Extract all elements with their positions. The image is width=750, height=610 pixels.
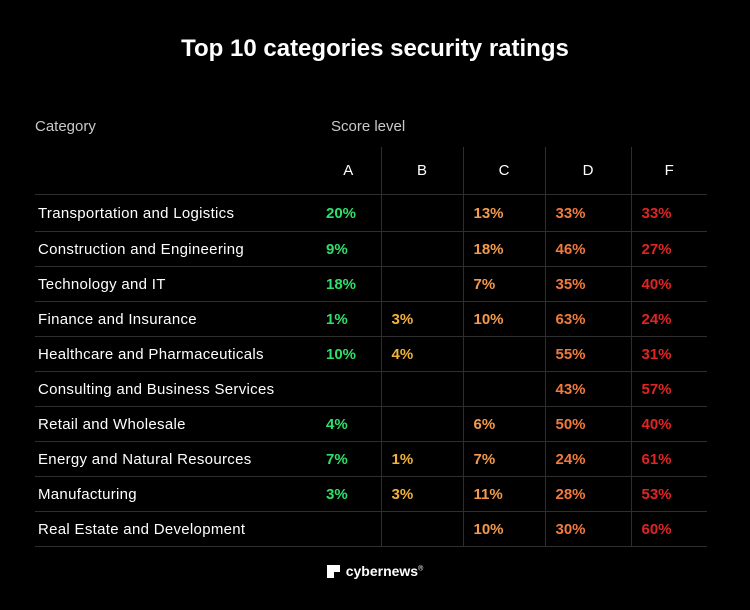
- brand-name: cybernews®: [345, 563, 424, 579]
- category-header: Category: [35, 118, 96, 135]
- value-cell-d: 33%: [544, 194, 631, 232]
- value-cell-c: 7%: [462, 441, 545, 477]
- table-row: Energy and Natural Resources 7% 1% 7% 24% 61%: [35, 441, 707, 477]
- table-row: Retail and Wholesale 4% 6% 50% 40%: [35, 406, 707, 442]
- category-cell: Manufacturing: [35, 476, 316, 512]
- category-cell: Energy and Natural Resources: [35, 441, 316, 477]
- cybernews-logo: cybernews®: [0, 563, 750, 579]
- value-cell-a: 3%: [316, 476, 381, 512]
- value-cell-a: 7%: [316, 441, 381, 477]
- ratings-table: A B C D F Transportation and Logistics 20…: [35, 147, 707, 547]
- table-row: Transportation and Logistics 20% 13% 33% 33%: [35, 194, 707, 232]
- value-cell-c: 10%: [462, 511, 545, 547]
- chart-title: Top 10 categories security ratings: [181, 35, 569, 62]
- table-row: Finance and Insurance 1% 3% 10% 63% 24%: [35, 301, 707, 337]
- value-cell-f: 31%: [630, 336, 707, 372]
- category-cell: Technology and IT: [35, 266, 316, 302]
- table-row: Real Estate and Development 10% 30% 60%: [35, 511, 707, 547]
- category-cell: Retail and Wholesale: [35, 406, 316, 442]
- value-cell-c: 18%: [462, 231, 545, 267]
- table-row: Construction and Engineering 9% 18% 46% 27%: [35, 231, 707, 267]
- value-cell-b: 1%: [380, 441, 463, 477]
- value-cell-a: 20%: [316, 194, 381, 232]
- category-cell: Construction and Engineering: [35, 231, 316, 267]
- value-cell-d: 24%: [544, 441, 631, 477]
- value-cell-a: 10%: [316, 336, 381, 372]
- value-cell-b: [380, 371, 463, 407]
- category-cell: Transportation and Logistics: [35, 194, 316, 232]
- value-cell-d: 50%: [544, 406, 631, 442]
- value-cell-f: 33%: [630, 194, 707, 232]
- table-row: Technology and IT 18% 7% 35% 40%: [35, 266, 707, 302]
- value-cell-c: 6%: [462, 406, 545, 442]
- table-row: Consulting and Business Services 43% 57%: [35, 371, 707, 407]
- value-cell-c: 13%: [462, 194, 545, 232]
- column-header-c: C: [462, 147, 545, 195]
- value-cell-b: 3%: [380, 476, 463, 512]
- column-header-d: D: [544, 147, 631, 195]
- value-cell-d: 35%: [544, 266, 631, 302]
- value-cell-c: 11%: [462, 476, 545, 512]
- value-cell-b: 4%: [380, 336, 463, 372]
- value-cell-a: [316, 371, 381, 407]
- value-cell-f: 57%: [630, 371, 707, 407]
- category-cell: Finance and Insurance: [35, 301, 316, 337]
- value-cell-f: 24%: [630, 301, 707, 337]
- category-cell: Consulting and Business Services: [35, 371, 316, 407]
- value-cell-d: 46%: [544, 231, 631, 267]
- value-cell-d: 30%: [544, 511, 631, 547]
- value-cell-c: [462, 336, 545, 372]
- value-cell-f: 27%: [630, 231, 707, 267]
- value-cell-b: [380, 266, 463, 302]
- table-row: Manufacturing 3% 3% 11% 28% 53%: [35, 476, 707, 512]
- value-cell-d: 43%: [544, 371, 631, 407]
- value-cell-b: [380, 406, 463, 442]
- column-header-f: F: [630, 147, 707, 195]
- value-cell-d: 28%: [544, 476, 631, 512]
- value-cell-f: 40%: [630, 266, 707, 302]
- value-cell-f: 53%: [630, 476, 707, 512]
- column-header-b: B: [380, 147, 463, 195]
- column-header-row: A B C D F: [35, 147, 707, 195]
- value-cell-c: [462, 371, 545, 407]
- cybernews-logo-icon: [326, 564, 340, 578]
- value-cell-b: 3%: [380, 301, 463, 337]
- value-cell-a: [316, 511, 381, 547]
- table-row: Healthcare and Pharmaceuticals 10% 4% 55% 31…: [35, 336, 707, 372]
- value-cell-a: 1%: [316, 301, 381, 337]
- value-cell-a: 9%: [316, 231, 381, 267]
- score-level-header: Score level: [331, 118, 406, 135]
- value-cell-f: 60%: [630, 511, 707, 547]
- category-cell: Real Estate and Development: [35, 511, 316, 547]
- value-cell-c: 7%: [462, 266, 545, 302]
- value-cell-d: 63%: [544, 301, 631, 337]
- value-cell-f: 61%: [630, 441, 707, 477]
- value-cell-d: 55%: [544, 336, 631, 372]
- category-column-header: [35, 147, 316, 195]
- value-cell-c: 10%: [462, 301, 545, 337]
- column-header-a: A: [316, 147, 381, 195]
- value-cell-a: 4%: [316, 406, 381, 442]
- value-cell-b: [380, 511, 463, 547]
- value-cell-a: 18%: [316, 266, 381, 302]
- value-cell-f: 40%: [630, 406, 707, 442]
- value-cell-b: [380, 194, 463, 232]
- value-cell-b: [380, 231, 463, 267]
- category-cell: Healthcare and Pharmaceuticals: [35, 336, 316, 372]
